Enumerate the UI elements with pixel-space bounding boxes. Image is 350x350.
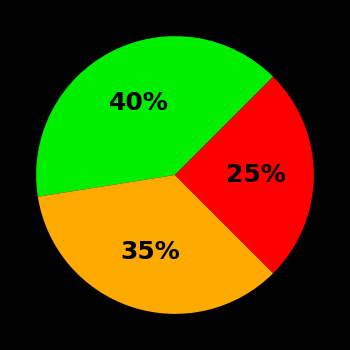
Text: 35%: 35% — [120, 240, 180, 264]
Wedge shape — [36, 36, 273, 197]
Text: 40%: 40% — [108, 91, 168, 115]
Wedge shape — [38, 175, 273, 314]
Wedge shape — [175, 77, 314, 273]
Text: 25%: 25% — [226, 163, 286, 187]
